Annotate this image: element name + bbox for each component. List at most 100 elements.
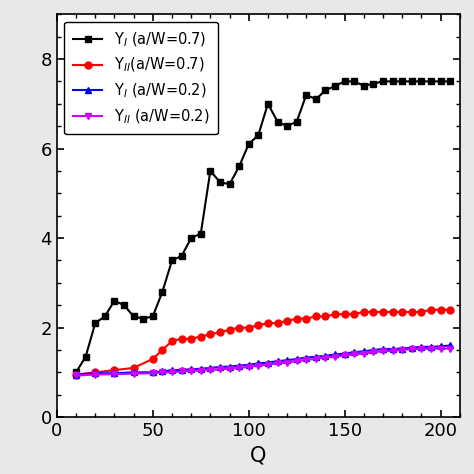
Y$_I$ (a/W=0.2) <box>131 370 137 375</box>
Y$_{II}$(a/W=0.7) <box>131 365 137 371</box>
Y$_I$ (a/W=0.7) <box>380 79 386 84</box>
Y$_{II}$(a/W=0.7) <box>255 322 261 328</box>
Y$_{II}$ (a/W=0.2) <box>208 367 213 373</box>
Y$_{II}$ (a/W=0.2) <box>371 349 376 355</box>
Y$_I$ (a/W=0.7) <box>274 119 280 125</box>
Y$_{II}$(a/W=0.7) <box>92 370 98 375</box>
Y$_{II}$ (a/W=0.2) <box>428 346 434 352</box>
Y$_I$ (a/W=0.2) <box>342 351 347 356</box>
Y$_I$ (a/W=0.7) <box>73 370 79 375</box>
Y$_{II}$(a/W=0.7) <box>265 320 271 326</box>
Y$_{II}$(a/W=0.7) <box>390 309 395 315</box>
Y$_{II}$ (a/W=0.2) <box>274 361 280 366</box>
Y$_I$ (a/W=0.7) <box>131 314 137 319</box>
Y$_{II}$ (a/W=0.2) <box>255 363 261 368</box>
Y$_I$ (a/W=0.7) <box>428 79 434 84</box>
Y$_{II}$ (a/W=0.2) <box>390 348 395 354</box>
Y$_I$ (a/W=0.2) <box>198 366 204 372</box>
Y$_I$ (a/W=0.7) <box>294 119 300 125</box>
Y$_{II}$(a/W=0.7) <box>73 372 79 377</box>
Y$_I$ (a/W=0.2) <box>188 366 194 372</box>
Y$_I$ (a/W=0.2) <box>92 370 98 376</box>
Y$_{II}$ (a/W=0.2) <box>92 372 98 377</box>
Y$_I$ (a/W=0.2) <box>169 367 175 373</box>
Y$_{II}$ (a/W=0.2) <box>351 352 357 357</box>
Y$_I$ (a/W=0.2) <box>447 343 453 348</box>
Y$_{II}$(a/W=0.7) <box>227 327 232 333</box>
Y$_I$ (a/W=0.2) <box>265 360 271 365</box>
Line: Y$_I$ (a/W=0.7): Y$_I$ (a/W=0.7) <box>73 78 454 376</box>
Y$_I$ (a/W=0.2) <box>246 362 252 368</box>
Line: Y$_{II}$(a/W=0.7): Y$_{II}$(a/W=0.7) <box>73 306 454 378</box>
Y$_I$ (a/W=0.2) <box>237 363 242 368</box>
Y$_{II}$ (a/W=0.2) <box>73 373 79 378</box>
Y$_{II}$(a/W=0.7) <box>274 320 280 326</box>
Y$_{II}$ (a/W=0.2) <box>380 348 386 354</box>
Y$_{II}$ (a/W=0.2) <box>265 362 271 368</box>
Y$_I$ (a/W=0.2) <box>284 357 290 363</box>
Y$_{II}$ (a/W=0.2) <box>323 355 328 360</box>
Y$_I$ (a/W=0.7) <box>169 257 175 263</box>
Y$_{II}$ (a/W=0.2) <box>198 368 204 374</box>
Y$_I$ (a/W=0.2) <box>371 347 376 353</box>
Y$_{II}$(a/W=0.7) <box>400 309 405 315</box>
Y$_{II}$ (a/W=0.2) <box>332 354 338 360</box>
Y$_I$ (a/W=0.7) <box>332 83 338 89</box>
Y$_{II}$ (a/W=0.2) <box>303 357 309 363</box>
Y$_{II}$(a/W=0.7) <box>246 325 252 330</box>
Y$_I$ (a/W=0.2) <box>438 344 444 349</box>
Y$_I$ (a/W=0.7) <box>237 164 242 169</box>
Y$_{II}$(a/W=0.7) <box>160 347 165 353</box>
Y$_{II}$ (a/W=0.2) <box>361 351 367 356</box>
Y$_{II}$(a/W=0.7) <box>294 316 300 321</box>
Y$_{II}$(a/W=0.7) <box>351 311 357 317</box>
Y$_{II}$ (a/W=0.2) <box>294 358 300 364</box>
Y$_I$ (a/W=0.2) <box>400 346 405 352</box>
Y$_I$ (a/W=0.2) <box>208 365 213 371</box>
Y$_I$ (a/W=0.2) <box>150 370 155 375</box>
Y$_{II}$(a/W=0.7) <box>361 309 367 315</box>
Y$_I$ (a/W=0.7) <box>150 314 155 319</box>
Y$_I$ (a/W=0.2) <box>323 353 328 359</box>
Y$_I$ (a/W=0.7) <box>438 79 444 84</box>
Y$_I$ (a/W=0.2) <box>380 346 386 352</box>
Y$_I$ (a/W=0.7) <box>400 79 405 84</box>
Y$_{II}$(a/W=0.7) <box>150 356 155 362</box>
Y$_I$ (a/W=0.7) <box>447 79 453 84</box>
Y$_{II}$ (a/W=0.2) <box>409 346 415 352</box>
Y$_{II}$ (a/W=0.2) <box>246 364 252 370</box>
Y$_I$ (a/W=0.7) <box>160 289 165 295</box>
Y$_{II}$(a/W=0.7) <box>323 314 328 319</box>
Y$_I$ (a/W=0.7) <box>265 101 271 107</box>
Y$_{II}$(a/W=0.7) <box>438 307 444 312</box>
Y$_{II}$(a/W=0.7) <box>179 336 184 342</box>
Y$_I$ (a/W=0.2) <box>409 345 415 351</box>
X-axis label: Q: Q <box>250 446 266 465</box>
Y$_{II}$(a/W=0.7) <box>208 331 213 337</box>
Y$_I$ (a/W=0.7) <box>361 83 367 89</box>
Y$_{II}$ (a/W=0.2) <box>438 346 444 352</box>
Y$_{II}$(a/W=0.7) <box>409 309 415 315</box>
Y$_I$ (a/W=0.2) <box>294 356 300 362</box>
Y$_I$ (a/W=0.2) <box>160 369 165 374</box>
Y$_{II}$(a/W=0.7) <box>198 334 204 339</box>
Y$_I$ (a/W=0.7) <box>102 314 108 319</box>
Y$_{II}$(a/W=0.7) <box>303 316 309 321</box>
Y$_{II}$(a/W=0.7) <box>217 329 223 335</box>
Y$_I$ (a/W=0.2) <box>332 352 338 357</box>
Y$_{II}$(a/W=0.7) <box>447 307 453 312</box>
Y$_I$ (a/W=0.7) <box>284 123 290 129</box>
Y$_{II}$(a/W=0.7) <box>380 309 386 315</box>
Y$_{II}$(a/W=0.7) <box>342 311 347 317</box>
Y$_{II}$(a/W=0.7) <box>169 338 175 344</box>
Y$_{II}$ (a/W=0.2) <box>342 353 347 358</box>
Y$_I$ (a/W=0.7) <box>255 132 261 138</box>
Y$_I$ (a/W=0.7) <box>419 79 424 84</box>
Y$_I$ (a/W=0.7) <box>198 231 204 237</box>
Y$_I$ (a/W=0.2) <box>303 355 309 360</box>
Y$_I$ (a/W=0.7) <box>188 235 194 241</box>
Y$_{II}$ (a/W=0.2) <box>150 370 155 376</box>
Y$_I$ (a/W=0.7) <box>409 79 415 84</box>
Legend: Y$_I$ (a/W=0.7), Y$_{II}$(a/W=0.7), Y$_I$ (a/W=0.2), Y$_{II}$ (a/W=0.2): Y$_I$ (a/W=0.7), Y$_{II}$(a/W=0.7), Y$_I… <box>64 21 218 135</box>
Y$_I$ (a/W=0.2) <box>390 346 395 352</box>
